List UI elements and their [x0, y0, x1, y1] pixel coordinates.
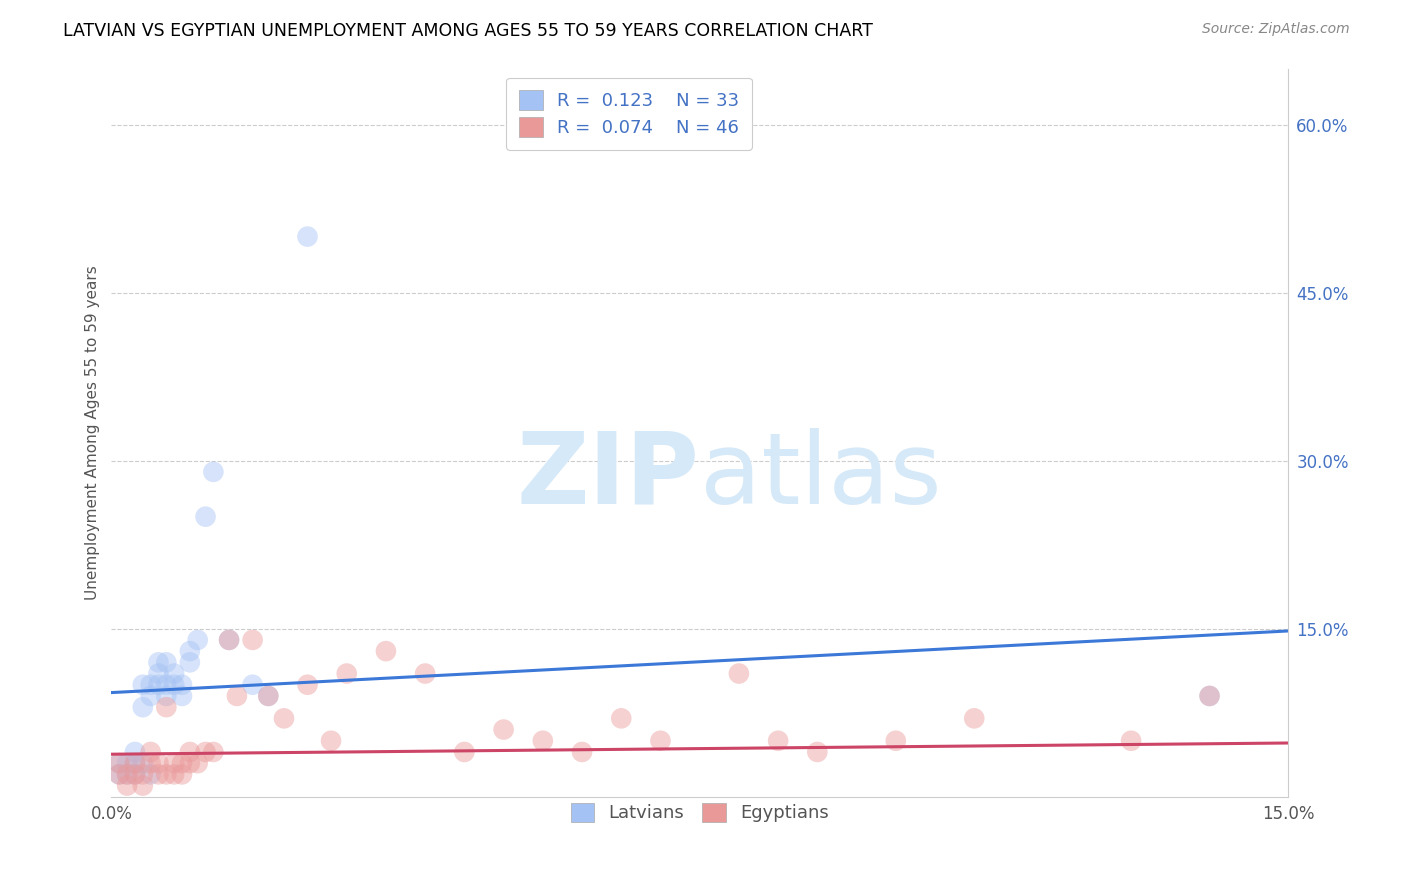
- Point: [194, 509, 217, 524]
- Point: [148, 678, 170, 692]
- Point: [132, 756, 155, 771]
- Point: [297, 678, 319, 692]
- Point: [139, 756, 162, 771]
- Point: [202, 745, 225, 759]
- Point: [1119, 733, 1142, 747]
- Legend: Latvians, Egyptians: Latvians, Egyptians: [558, 790, 842, 835]
- Point: [179, 745, 201, 759]
- Point: [170, 689, 193, 703]
- Point: [766, 733, 789, 747]
- Point: [187, 632, 209, 647]
- Point: [226, 689, 249, 703]
- Point: [492, 723, 515, 737]
- Point: [124, 745, 146, 759]
- Point: [155, 767, 177, 781]
- Point: [413, 666, 436, 681]
- Point: [148, 767, 170, 781]
- Point: [257, 689, 280, 703]
- Text: LATVIAN VS EGYPTIAN UNEMPLOYMENT AMONG AGES 55 TO 59 YEARS CORRELATION CHART: LATVIAN VS EGYPTIAN UNEMPLOYMENT AMONG A…: [63, 22, 873, 40]
- Point: [531, 733, 554, 747]
- Point: [139, 678, 162, 692]
- Point: [170, 767, 193, 781]
- Point: [115, 756, 138, 771]
- Point: [155, 656, 177, 670]
- Text: Source: ZipAtlas.com: Source: ZipAtlas.com: [1202, 22, 1350, 37]
- Point: [179, 644, 201, 658]
- Point: [132, 779, 155, 793]
- Point: [170, 678, 193, 692]
- Point: [124, 756, 146, 771]
- Point: [297, 229, 319, 244]
- Point: [124, 767, 146, 781]
- Point: [155, 689, 177, 703]
- Point: [170, 756, 193, 771]
- Point: [115, 779, 138, 793]
- Point: [108, 767, 131, 781]
- Point: [155, 678, 177, 692]
- Point: [202, 465, 225, 479]
- Point: [179, 756, 201, 771]
- Point: [179, 656, 201, 670]
- Point: [148, 656, 170, 670]
- Point: [108, 756, 131, 771]
- Point: [257, 689, 280, 703]
- Point: [148, 666, 170, 681]
- Point: [163, 767, 186, 781]
- Point: [115, 767, 138, 781]
- Point: [273, 711, 295, 725]
- Point: [139, 767, 162, 781]
- Point: [884, 733, 907, 747]
- Point: [1198, 689, 1220, 703]
- Point: [242, 632, 264, 647]
- Text: ZIP: ZIP: [517, 428, 700, 524]
- Point: [148, 756, 170, 771]
- Point: [194, 745, 217, 759]
- Text: atlas: atlas: [700, 428, 942, 524]
- Point: [124, 767, 146, 781]
- Point: [139, 745, 162, 759]
- Point: [139, 689, 162, 703]
- Point: [218, 632, 240, 647]
- Point: [453, 745, 475, 759]
- Point: [242, 678, 264, 692]
- Point: [187, 756, 209, 771]
- Point: [218, 632, 240, 647]
- Point: [728, 666, 751, 681]
- Point: [163, 666, 186, 681]
- Point: [963, 711, 986, 725]
- Point: [115, 767, 138, 781]
- Point: [806, 745, 828, 759]
- Point: [155, 700, 177, 714]
- Point: [374, 644, 396, 658]
- Point: [610, 711, 633, 725]
- Y-axis label: Unemployment Among Ages 55 to 59 years: Unemployment Among Ages 55 to 59 years: [86, 265, 100, 600]
- Point: [108, 756, 131, 771]
- Point: [132, 700, 155, 714]
- Point: [132, 767, 155, 781]
- Point: [650, 733, 672, 747]
- Point: [163, 678, 186, 692]
- Point: [163, 756, 186, 771]
- Point: [319, 733, 342, 747]
- Point: [571, 745, 593, 759]
- Point: [132, 678, 155, 692]
- Point: [108, 767, 131, 781]
- Point: [124, 756, 146, 771]
- Point: [1198, 689, 1220, 703]
- Point: [336, 666, 359, 681]
